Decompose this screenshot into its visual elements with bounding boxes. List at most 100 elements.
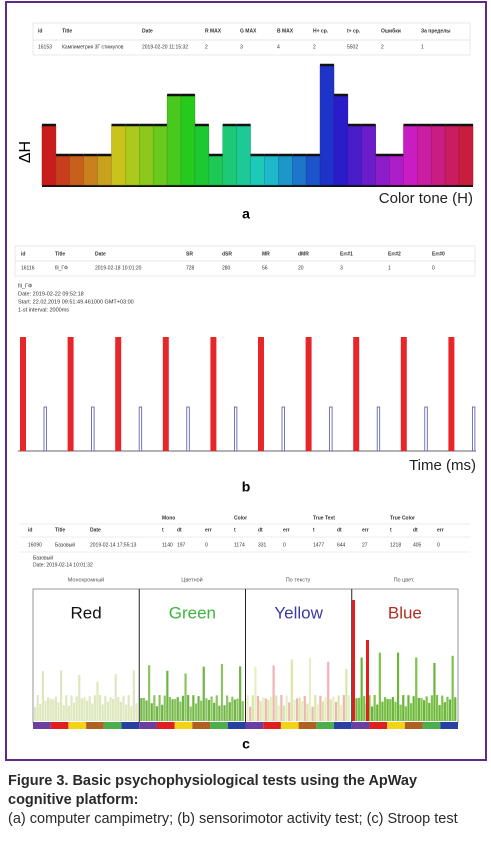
hue-bar xyxy=(125,124,140,186)
rt-bar xyxy=(396,652,400,721)
rt-bar xyxy=(412,696,415,721)
cell: 3 xyxy=(240,44,243,50)
rt-bar xyxy=(277,705,280,721)
column-header: H+ ср. xyxy=(313,28,329,34)
rt-bar xyxy=(352,600,355,721)
frame xyxy=(5,1,487,761)
rt-bar xyxy=(112,698,115,721)
column-header: Err#0 xyxy=(432,251,445,257)
section-label: По цвет. xyxy=(394,577,415,583)
rt-bar xyxy=(306,703,309,721)
rt-bar xyxy=(415,657,418,721)
rt-bar xyxy=(166,670,169,721)
rt-bar xyxy=(57,702,60,721)
rt-bar xyxy=(329,699,332,721)
column-header: t xyxy=(162,527,164,533)
column-header: Title xyxy=(55,527,65,533)
response xyxy=(91,406,95,452)
rt-bar xyxy=(402,695,405,721)
column-header: t xyxy=(390,527,392,533)
rt-bar xyxy=(264,698,267,721)
color-chip xyxy=(404,722,423,729)
color-chip xyxy=(422,722,441,729)
rt-bar xyxy=(295,698,299,721)
rt-bar xyxy=(125,704,128,721)
rt-bar xyxy=(386,699,389,721)
cell: 2019-02-18 10:01:20 xyxy=(95,265,142,271)
stimulus xyxy=(448,337,455,451)
stimulus xyxy=(115,337,122,451)
cell: 644 xyxy=(337,542,346,548)
stroop-word: Blue xyxy=(388,603,422,622)
column-header: t+ ср. xyxy=(347,28,361,34)
rt-bar xyxy=(342,695,345,721)
rt-bar xyxy=(236,698,239,721)
response xyxy=(233,406,238,452)
rt-bar xyxy=(363,696,366,721)
column-header: dMR xyxy=(298,251,309,257)
cell: 5502 xyxy=(347,44,358,50)
cell: Базовый xyxy=(55,541,75,548)
stimulus xyxy=(162,337,169,451)
response xyxy=(138,406,143,452)
column-header: err xyxy=(283,527,290,533)
response xyxy=(281,406,285,452)
section-label: По тексту xyxy=(286,577,311,583)
rt-bar xyxy=(409,703,413,721)
rt-bar xyxy=(430,695,433,721)
rt-bar xyxy=(197,696,200,721)
rt-bar xyxy=(357,697,361,721)
rt-bar xyxy=(127,695,130,721)
rt-bar xyxy=(368,695,371,721)
color-chip xyxy=(210,722,228,729)
rt-bar xyxy=(272,665,275,721)
hue-bar xyxy=(250,154,265,186)
color-chip xyxy=(174,722,193,729)
hue-bar xyxy=(292,154,307,186)
color-chip xyxy=(192,722,211,729)
hue-bar xyxy=(458,124,474,186)
cell: 1140 xyxy=(162,542,173,548)
color-chip xyxy=(86,722,104,729)
color-chip xyxy=(369,722,388,729)
color-chip xyxy=(280,722,299,729)
cell: 20 xyxy=(298,265,304,271)
rt-bar xyxy=(223,705,226,721)
color-chip xyxy=(387,722,405,729)
rt-bar xyxy=(241,701,244,721)
hue-bar xyxy=(208,154,223,186)
cell: 27 xyxy=(362,542,368,548)
rt-bar xyxy=(114,674,117,721)
column-header: Title xyxy=(62,28,72,34)
rt-bar xyxy=(438,704,441,721)
rt-bar xyxy=(301,700,304,721)
rt-bar xyxy=(443,702,446,721)
rt-bar xyxy=(93,695,96,721)
rt-bar xyxy=(451,655,454,721)
rt-bar xyxy=(262,697,265,721)
rt-bar xyxy=(145,700,148,721)
x-label: Color tone (H) xyxy=(379,190,473,207)
color-chip xyxy=(121,722,140,729)
group-header: Mono xyxy=(162,515,175,521)
rt-bar xyxy=(109,697,112,721)
color-chip xyxy=(156,722,175,729)
hue-bar xyxy=(431,124,446,186)
rt-bar xyxy=(233,699,237,721)
rt-bar xyxy=(78,674,81,721)
color-chip xyxy=(263,722,281,729)
rt-bar xyxy=(174,698,177,721)
hue-bar xyxy=(361,124,376,186)
info-line: Start: 22.02.2019 09:51:49.461000 GMT+03… xyxy=(18,299,134,305)
column-header: Err#1 xyxy=(340,251,353,257)
response xyxy=(471,406,476,452)
column-header: id xyxy=(28,527,32,533)
stimulus xyxy=(210,337,217,451)
cell: 1477 xyxy=(313,542,324,548)
hue-bar xyxy=(166,94,182,186)
cell: 405 xyxy=(413,542,422,548)
cell: 2 xyxy=(205,44,208,50)
rt-bar xyxy=(446,696,449,721)
column-header: err xyxy=(437,527,444,533)
rt-bar xyxy=(60,670,63,721)
